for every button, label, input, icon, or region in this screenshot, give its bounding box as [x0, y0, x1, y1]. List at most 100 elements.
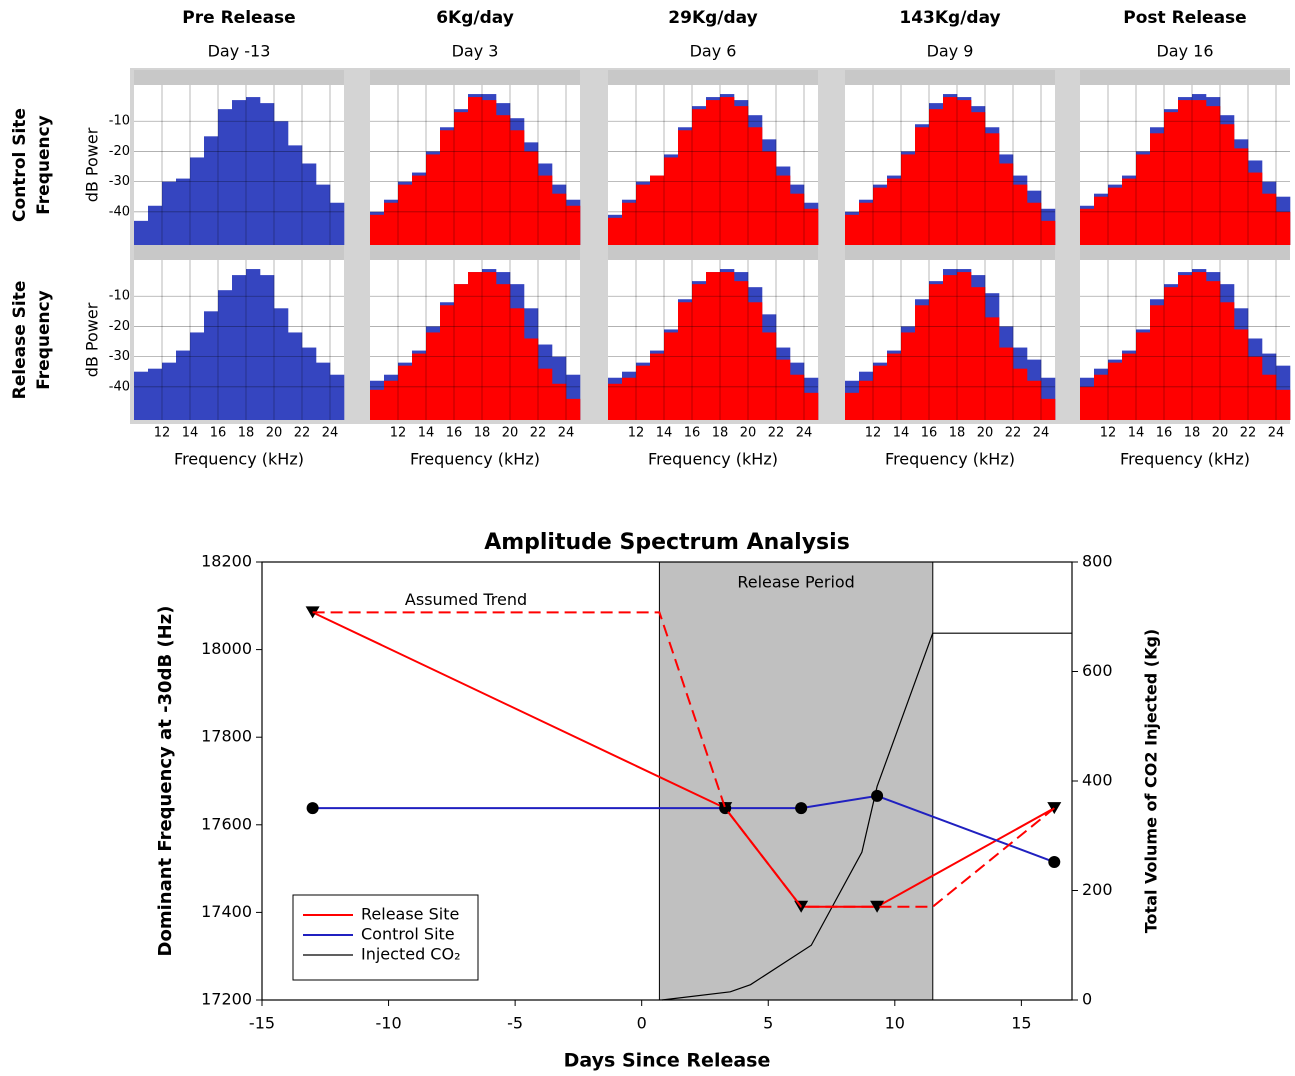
histogram-bar	[1262, 374, 1277, 420]
histogram-bar	[901, 154, 916, 245]
histogram-bar	[1206, 281, 1221, 420]
marker	[795, 802, 808, 815]
histogram-bar	[1192, 100, 1207, 246]
row-label: Release Site	[10, 281, 30, 400]
histogram-bar	[482, 272, 497, 420]
histogram-bar	[1206, 106, 1221, 245]
panel-header	[608, 70, 818, 85]
column-title: Post Release	[1123, 8, 1246, 28]
histogram-bar	[790, 193, 805, 245]
x-axis-label: Frequency (kHz)	[410, 450, 540, 469]
histogram-bar	[524, 151, 539, 245]
histogram-bar	[650, 175, 665, 245]
histogram-bar	[190, 332, 205, 420]
histogram-bar	[1108, 187, 1123, 245]
histogram-bar	[566, 205, 581, 245]
histogram-bar	[776, 359, 791, 420]
column-title: 6Kg/day	[436, 8, 514, 28]
x-tick-label: 12	[865, 426, 882, 441]
x-tick-label: 5	[763, 1014, 773, 1033]
histogram-bar	[636, 365, 651, 420]
x-tick-label: 16	[921, 426, 938, 441]
histogram-bar	[929, 109, 944, 245]
panel-header	[370, 70, 580, 85]
panel-header	[608, 245, 818, 260]
x-tick-label: 18	[712, 426, 729, 441]
histogram-bar	[734, 106, 749, 245]
histogram-bar	[985, 317, 1000, 420]
x-axis-label: Days Since Release	[564, 1050, 771, 1072]
x-tick-label: 22	[294, 426, 311, 441]
histogram-bar	[608, 217, 623, 245]
histogram-bar	[1080, 208, 1095, 245]
x-tick-label: 18	[1184, 426, 1201, 441]
histogram-bar	[1013, 368, 1028, 420]
y-tick-label: 17200	[201, 990, 252, 1009]
histogram-bar	[1234, 148, 1249, 245]
x-tick-label: 20	[977, 426, 994, 441]
y-tick-label: -40	[109, 379, 130, 394]
x-tick-label: 10	[885, 1014, 905, 1033]
histogram-bar	[1094, 374, 1109, 420]
histogram-bar	[1164, 287, 1179, 420]
column-subtitle: Day 3	[452, 42, 499, 61]
histogram-bar	[999, 347, 1014, 420]
histogram-bar	[1178, 100, 1193, 246]
x-tick-label: 24	[1268, 426, 1285, 441]
histogram-bar	[971, 287, 986, 420]
legend-label: Release Site	[361, 905, 459, 924]
histogram-bar	[288, 145, 303, 245]
x-tick-label: 12	[390, 426, 407, 441]
y-tick-label: 18200	[201, 552, 252, 571]
histogram-bar	[1013, 184, 1028, 245]
histogram-bar	[412, 353, 427, 420]
histogram-bar	[426, 332, 441, 420]
series-line	[661, 632, 1072, 1001]
histogram-bar	[426, 154, 441, 245]
x-tick-label: 16	[446, 426, 463, 441]
y2-tick-label: 400	[1082, 771, 1113, 790]
histogram-bar	[1192, 272, 1207, 420]
histogram-bar	[302, 163, 317, 245]
x-tick-label: 22	[768, 426, 785, 441]
x-tick-label: 14	[182, 426, 199, 441]
histogram-bar	[706, 272, 721, 420]
histogram-bar	[1027, 380, 1042, 420]
histogram-bar	[288, 332, 303, 420]
histogram-bar	[148, 205, 163, 245]
marker	[1048, 856, 1061, 869]
histogram-bar	[1136, 154, 1151, 245]
histogram-bar	[999, 163, 1014, 245]
histogram-bar	[218, 290, 233, 420]
x-tick-label: 0	[637, 1014, 647, 1033]
histogram-bar	[873, 365, 888, 420]
histogram-bar	[468, 97, 483, 245]
histogram-bar	[440, 305, 455, 420]
marker	[871, 789, 884, 802]
y-axis-label: dB Power	[83, 302, 102, 377]
histogram-bar	[316, 362, 331, 420]
x-tick-label: 22	[530, 426, 547, 441]
histogram-bar	[260, 275, 275, 420]
legend-label: Control Site	[361, 925, 455, 944]
row-label: Control Site	[10, 108, 30, 222]
histogram-bar	[748, 127, 763, 245]
histogram-bar	[134, 220, 149, 245]
x-tick-label: 12	[154, 426, 171, 441]
histogram-bar	[1150, 305, 1165, 420]
histogram-bar	[162, 181, 177, 245]
x-tick-label: 22	[1240, 426, 1257, 441]
histogram-bar	[901, 332, 916, 420]
y-tick-label: -40	[109, 204, 130, 219]
legend-box	[292, 894, 479, 981]
histogram-bar	[678, 130, 693, 245]
histogram-bar	[1108, 362, 1123, 420]
histogram-bar	[552, 383, 567, 420]
x-tick-label: 12	[1100, 426, 1117, 441]
column-subtitle: Day -13	[208, 42, 271, 61]
x-tick-label: 15	[1011, 1014, 1031, 1033]
histogram-bar	[162, 362, 177, 420]
histogram-bar	[859, 202, 874, 245]
histogram-bar	[804, 208, 819, 245]
